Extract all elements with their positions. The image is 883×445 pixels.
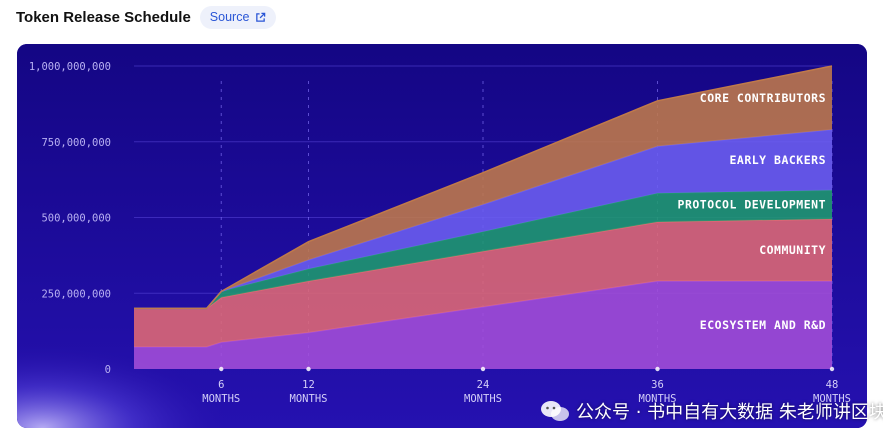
x-tick-label: MONTHS [813,393,851,405]
x-axis-labels: 6 MONTHS 12 MONTHS 24 MONTHS 36 MONTHS 48 MONTHS [202,366,851,405]
area-community [134,219,832,347]
chart-header: Token Release Schedule Source [16,4,277,30]
x-tick-label: MONTHS [202,393,240,405]
watermark: 公众号 · 书中自有大数据 朱老师讲区块链 [540,397,883,425]
y-tick-label: 500,000,000 [41,213,111,225]
series-labels: ECOSYSTEM AND R&D COMMUNITY PROTOCOL DEVEL… [678,91,826,332]
x-tick-dot [655,366,660,372]
wechat-icon [541,401,569,421]
y-axis-labels: 0 250,000,000 500,000,000 750,000,000 1,000,… [29,61,111,376]
y-tick-label: 250,000,000 [41,288,111,300]
x-tick-label: 12 [302,379,315,391]
area-early-backers [134,129,832,309]
series-label-protocol-development: PROTOCOL DEVELOPMENT [678,198,826,212]
area-ecosystem-and-r-d [134,281,832,369]
series-label-core-contributors: CORE CONTRIBUTORS [700,91,826,105]
area-core-contributors [134,66,832,309]
stacked-areas [134,65,833,369]
x-tick-dot [829,366,835,372]
page-title: Token Release Schedule [16,8,191,26]
y-tick-label: 750,000,000 [41,137,111,149]
y-tick-label: 0 [105,364,111,376]
watermark-text: 公众号 · 书中自有大数据 朱老师讲区块链 [576,402,883,423]
chart-svg: ECOSYSTEM AND R&D COMMUNITY PROTOCOL DEVEL… [17,44,867,428]
y-tick-label: 1,000,000,000 [29,61,111,73]
source-link[interactable]: Source [199,5,277,29]
x-tick-label: 6 [218,379,224,391]
source-label: Source [209,10,250,24]
x-tick-label: 24 [477,379,490,391]
area-protocol-development [134,190,832,309]
x-tick-label: 48 [826,379,839,391]
x-tick-label: MONTHS [639,393,677,405]
line-core-contributors [134,65,833,310]
series-label-ecosystem-and-r-d: ECOSYSTEM AND R&D [700,318,826,332]
token-release-chart: ECOSYSTEM AND R&D COMMUNITY PROTOCOL DEVEL… [17,44,867,428]
x-tick-label: 36 [651,379,664,391]
x-tick-dot [306,366,311,372]
series-label-community: COMMUNITY [759,243,826,257]
x-tick-label: MONTHS [290,393,328,405]
series-label-early-backers: EARLY BACKERS [729,153,826,167]
x-tick-label: MONTHS [464,393,502,405]
external-link-icon [255,12,266,23]
x-tick-dot [480,366,486,372]
x-tick-dot [219,366,224,372]
